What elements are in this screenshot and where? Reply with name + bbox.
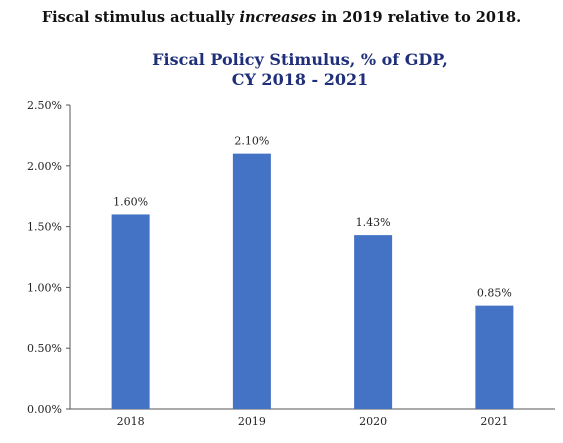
y-tick-label: 2.00% [27,160,62,173]
x-tick-label: 2021 [480,415,508,428]
headline-emphasis: increases [239,9,317,26]
y-tick-label: 1.00% [27,281,62,294]
data-label: 1.43% [356,216,391,229]
chart-title-line1: Fiscal Policy Stimulus, % of GDP, [152,50,448,69]
chart-title-line2: CY 2018 - 2021 [231,70,369,89]
bar-2020 [354,235,393,409]
y-tick-label: 2.50% [27,99,62,112]
x-tick-label: 2018 [117,415,145,428]
data-label: 2.10% [234,135,269,148]
x-tick-label: 2019 [238,415,266,428]
data-label: 1.60% [113,195,148,208]
headline-text-before: Fiscal stimulus actually [41,9,240,26]
y-tick-label: 0.50% [27,342,62,355]
bar-2021 [475,305,514,409]
headline-text-after: in 2019 relative to 2018. [316,9,522,26]
x-tick-label: 2020 [359,415,387,428]
data-label: 0.85% [477,287,512,300]
bar-2019 [232,153,271,409]
y-tick-label: 1.50% [27,221,62,234]
y-tick-label: 0.00% [27,403,62,416]
bar-2018 [111,214,150,409]
headline: Fiscal stimulus actually increases in 20… [0,9,563,26]
